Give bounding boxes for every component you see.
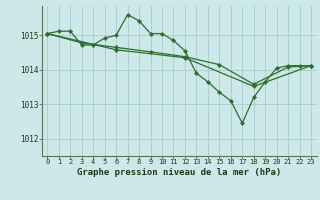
X-axis label: Graphe pression niveau de la mer (hPa): Graphe pression niveau de la mer (hPa): [77, 168, 281, 177]
